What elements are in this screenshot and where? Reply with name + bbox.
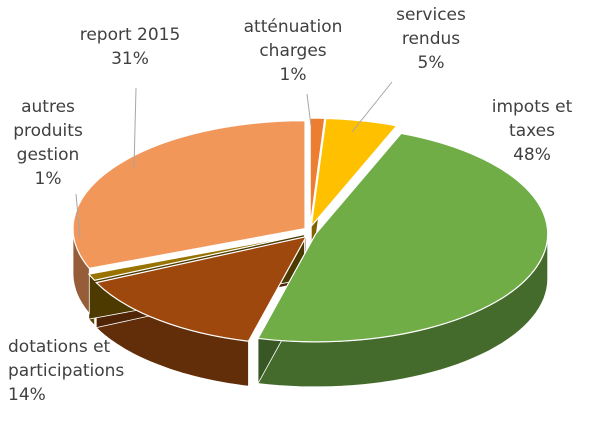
- leader-line: [133, 87, 137, 169]
- category-label: impots et taxes: [492, 97, 573, 141]
- labels: atténuation charges 1% services rendus 5% impo…: [8, 5, 573, 405]
- value-label: 14%: [8, 385, 46, 405]
- slice: [310, 117, 398, 229]
- slice: [72, 120, 306, 270]
- slice: [87, 233, 305, 282]
- value-label: 1%: [280, 65, 307, 85]
- category-label: dotations et participations: [8, 337, 124, 381]
- category-label: report 2015: [80, 25, 181, 45]
- value-label: 5%: [418, 53, 445, 73]
- value-label: 1%: [35, 169, 62, 189]
- leader-line: [306, 93, 312, 127]
- value-label: 48%: [513, 145, 551, 165]
- pie-tops: [72, 117, 549, 343]
- category-label: atténuation charges: [244, 17, 343, 61]
- category-label: autres produits gestion: [13, 97, 83, 165]
- category-label: services rendus: [396, 5, 466, 49]
- slice: [257, 132, 549, 343]
- slice: [95, 235, 308, 342]
- leader-line: [351, 81, 393, 133]
- leader-line: [75, 193, 81, 239]
- value-label: 31%: [111, 49, 149, 69]
- leader-lines: [75, 81, 393, 239]
